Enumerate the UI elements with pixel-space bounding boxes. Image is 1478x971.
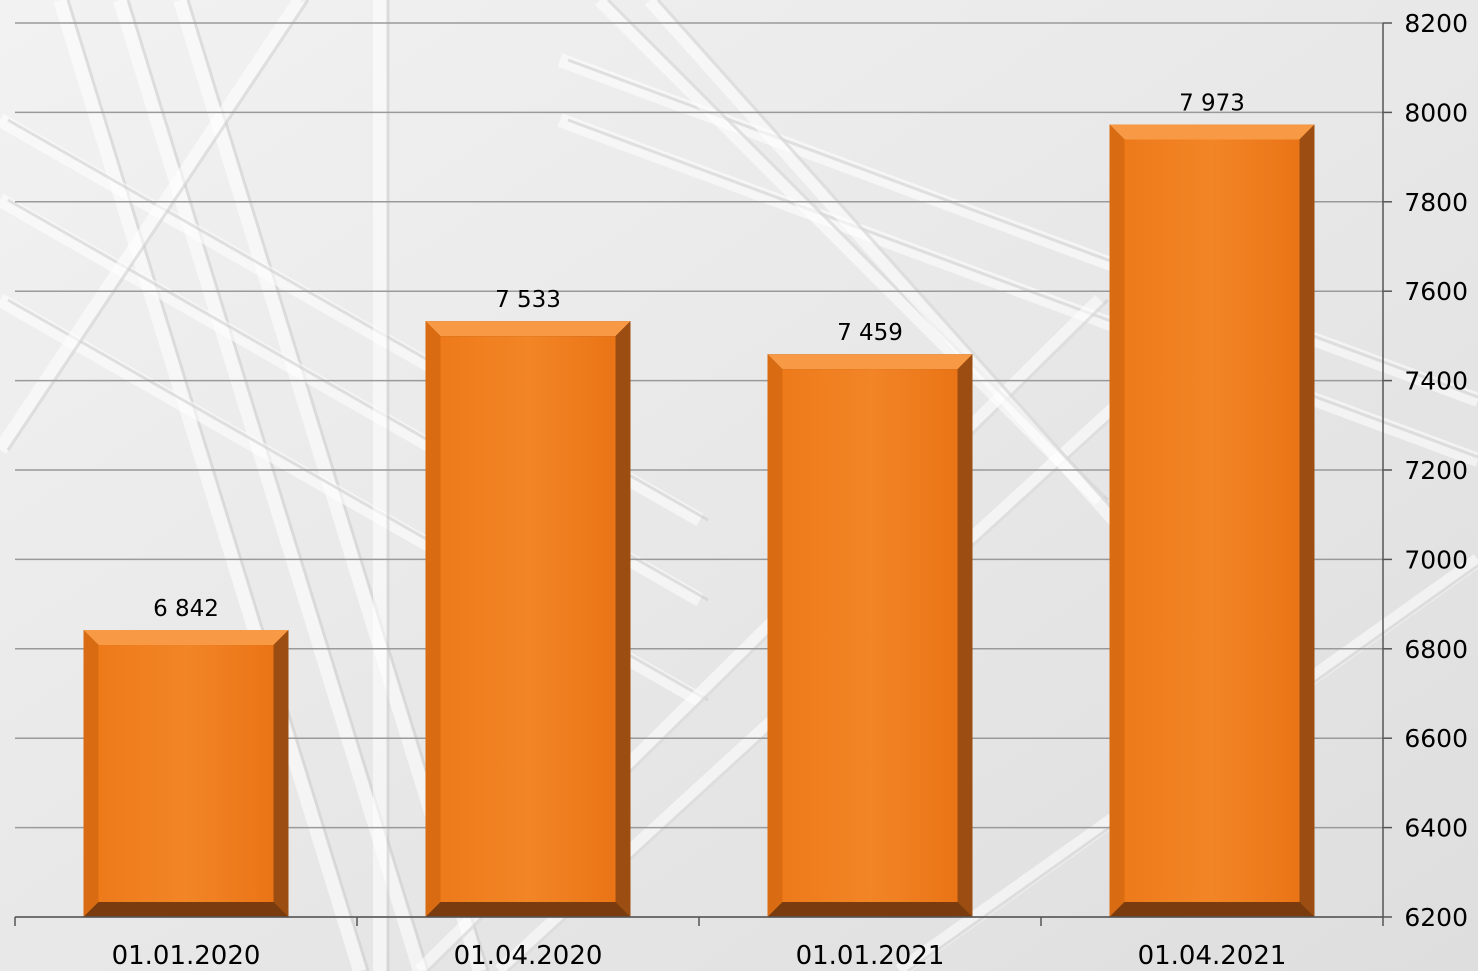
bar-bevel-bottom: [83, 902, 289, 917]
y-tick-label: 7200: [1404, 456, 1468, 485]
bar-bevel-top: [767, 354, 973, 370]
data-label: 7 973: [1179, 90, 1245, 116]
decor-line-shadow: [656, 0, 1160, 561]
bar-bevel-left: [83, 630, 99, 917]
data-label: 7 533: [495, 287, 561, 313]
decor-line: [644, 0, 1156, 565]
bar-bevel-bottom: [425, 902, 631, 917]
x-axis: 01.01.2020 01.04.2020 01.01.2021 01.04.2021: [14, 916, 1384, 971]
bar-face: [440, 336, 616, 902]
x-tick-label: 01.04.2021: [1138, 941, 1287, 971]
bar-bevel-right: [1299, 124, 1315, 918]
bar-bevel-right: [273, 630, 289, 917]
y-tick-label: 8000: [1404, 98, 1468, 127]
decor-line-shadow: [6, 0, 310, 451]
bar-bevel-left: [1109, 124, 1125, 918]
bar: [425, 321, 631, 917]
decor-line-shadow: [567, 118, 1478, 459]
bar-bevel-left: [767, 354, 783, 917]
bar-bevel-top: [83, 630, 289, 646]
y-tick-label: 6600: [1404, 724, 1468, 753]
y-tick-label: 6400: [1404, 814, 1468, 843]
decor-line: [113, 0, 427, 971]
data-label: 6 842: [153, 596, 219, 622]
bar: [83, 630, 289, 917]
bar-bevel-bottom: [1109, 902, 1315, 917]
bar-face: [1124, 139, 1300, 902]
bar-bevel-top: [1109, 124, 1315, 140]
y-tick-label: 7000: [1404, 545, 1468, 574]
bar-bevel-right: [615, 321, 631, 917]
data-label: 7 459: [837, 320, 903, 346]
decor-line: [0, 0, 306, 454]
bar-bevel-top: [425, 321, 631, 337]
x-tick-label: 01.04.2020: [454, 941, 603, 971]
decor-line: [557, 113, 1478, 467]
y-tick-label: 7400: [1404, 367, 1468, 396]
bar: [767, 354, 973, 917]
decor-line-shadow: [66, 0, 370, 971]
bar-face: [98, 645, 274, 902]
y-axis: 6200 6400 6600 6800 7000 7200 7400 7600 7800 8000…: [1382, 9, 1468, 932]
bar-bevel-right: [957, 354, 973, 917]
y-tick-label: 7600: [1404, 277, 1468, 306]
bars-group: 6 842 7 533 7 459 7 973: [83, 90, 1315, 918]
y-tick-label: 6800: [1404, 635, 1468, 664]
y-tick-label: 7800: [1404, 188, 1468, 217]
y-tick-label: 6200: [1404, 903, 1468, 932]
decor-line: [53, 0, 367, 971]
x-tick-label: 01.01.2020: [112, 941, 261, 971]
y-tick-label: 8200: [1404, 9, 1468, 38]
bar-bevel-left: [425, 321, 441, 917]
bar-bevel-bottom: [767, 902, 973, 917]
bar-face: [782, 369, 958, 902]
x-tick-label: 01.01.2021: [796, 941, 945, 971]
bar: [1109, 124, 1315, 918]
